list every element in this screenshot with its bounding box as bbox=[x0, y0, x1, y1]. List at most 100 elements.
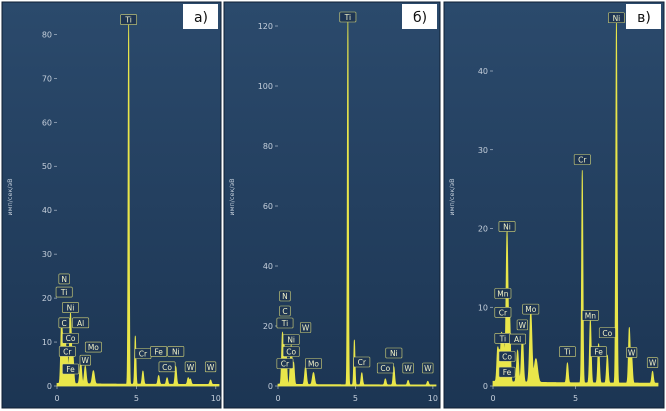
svg-text:Co: Co bbox=[380, 364, 390, 373]
svg-text:W: W bbox=[628, 348, 636, 357]
svg-text:Ti: Ti bbox=[499, 334, 506, 343]
panel-background bbox=[444, 2, 664, 408]
svg-text:Ni: Ni bbox=[503, 222, 511, 231]
svg-text:Ni: Ni bbox=[67, 303, 75, 312]
element-label-ni: Ni bbox=[62, 302, 78, 312]
svg-text:Co: Co bbox=[602, 329, 612, 338]
y-tick-label: 10 bbox=[42, 338, 52, 347]
element-label-ti: Ti bbox=[340, 12, 356, 22]
svg-text:Mo: Mo bbox=[88, 343, 99, 352]
y-tick-label: 30 bbox=[478, 146, 488, 155]
element-label-fe: Fe bbox=[499, 367, 515, 377]
y-tick-label: 40 bbox=[263, 262, 273, 271]
x-tick-label: 10 bbox=[428, 394, 438, 403]
element-label-al: Al bbox=[73, 318, 89, 328]
x-tick-label: 5 bbox=[573, 394, 578, 403]
svg-text:Fe: Fe bbox=[66, 365, 75, 374]
svg-text:Ti: Ti bbox=[344, 13, 351, 22]
element-label-mn: Mn bbox=[495, 288, 511, 298]
svg-text:Cr: Cr bbox=[281, 360, 290, 369]
y-tick-label: 0 bbox=[47, 382, 52, 391]
svg-text:Mo: Mo bbox=[308, 360, 319, 369]
svg-text:а): а) bbox=[194, 10, 208, 26]
panel-label: в) bbox=[626, 4, 661, 29]
element-label-ni: Ni bbox=[386, 348, 402, 358]
element-label-ni: Ni bbox=[168, 346, 184, 356]
y-tick-label: 60 bbox=[263, 202, 273, 211]
svg-text:Cr: Cr bbox=[139, 350, 148, 359]
element-label-fe: Fe bbox=[62, 364, 78, 374]
svg-text:Cr: Cr bbox=[578, 156, 587, 165]
element-label-mo: Mo bbox=[523, 304, 539, 314]
element-label-cr: Cr bbox=[574, 155, 590, 165]
element-label-ti: Ti bbox=[559, 347, 575, 357]
svg-text:Mn: Mn bbox=[585, 311, 596, 320]
element-label-cr: Cr bbox=[59, 346, 75, 356]
svg-text:Ni: Ni bbox=[613, 14, 621, 23]
element-label-w: W bbox=[205, 362, 216, 372]
svg-text:Ti: Ti bbox=[124, 16, 131, 25]
element-label-co: Co bbox=[62, 333, 78, 343]
element-label-cr: Cr bbox=[354, 357, 370, 367]
element-label-ti: Ti bbox=[277, 318, 293, 328]
svg-text:Al: Al bbox=[514, 335, 521, 344]
element-label-ti: Ti bbox=[121, 15, 137, 25]
element-label-w: W bbox=[626, 347, 637, 357]
svg-text:Ti: Ti bbox=[281, 319, 288, 328]
x-tick-label: 0 bbox=[490, 394, 495, 403]
panel-label: а) bbox=[183, 4, 218, 29]
element-label-ti: Ti bbox=[495, 333, 511, 343]
x-tick-label: 10 bbox=[211, 394, 221, 403]
element-label-w: W bbox=[80, 355, 91, 365]
svg-text:W: W bbox=[207, 363, 215, 372]
svg-text:Co: Co bbox=[66, 334, 76, 343]
y-tick-label: 0 bbox=[483, 382, 488, 391]
panel-background bbox=[224, 2, 440, 408]
svg-text:C: C bbox=[282, 307, 287, 316]
panel-label: б) bbox=[402, 4, 437, 29]
svg-text:Ti: Ti bbox=[60, 288, 67, 297]
svg-text:б): б) bbox=[413, 10, 427, 26]
y-tick-label: 40 bbox=[478, 67, 488, 76]
svg-text:в): в) bbox=[637, 10, 651, 26]
element-label-n: N bbox=[59, 274, 70, 284]
svg-text:Fe: Fe bbox=[154, 347, 163, 356]
element-label-mo: Mo bbox=[85, 342, 101, 352]
x-tick-label: 5 bbox=[134, 394, 139, 403]
y-axis-label: имп/сек/эВ bbox=[228, 178, 236, 215]
element-label-cr: Cr bbox=[135, 349, 151, 359]
svg-text:Fe: Fe bbox=[594, 348, 603, 357]
svg-text:Ti: Ti bbox=[563, 348, 570, 357]
element-label-cr: Cr bbox=[495, 307, 511, 317]
svg-text:W: W bbox=[519, 321, 527, 330]
y-axis-label: имп/сек/эВ bbox=[448, 178, 456, 215]
y-tick-label: 20 bbox=[478, 225, 488, 234]
element-label-co: Co bbox=[599, 328, 615, 338]
svg-text:Ni: Ni bbox=[287, 336, 295, 345]
element-label-w: W bbox=[422, 363, 433, 373]
element-label-al: Al bbox=[509, 334, 525, 344]
x-tick-label: 0 bbox=[54, 394, 59, 403]
y-tick-label: 40 bbox=[42, 206, 52, 215]
y-tick-label: 10 bbox=[478, 303, 488, 312]
svg-text:Mo: Mo bbox=[525, 305, 536, 314]
y-tick-label: 60 bbox=[42, 118, 52, 127]
element-label-c: C bbox=[59, 318, 70, 328]
y-tick-label: 80 bbox=[263, 142, 273, 151]
svg-text:W: W bbox=[404, 364, 412, 373]
element-label-ni: Ni bbox=[283, 335, 299, 345]
element-label-fe: Fe bbox=[151, 346, 167, 356]
svg-text:Co: Co bbox=[162, 363, 172, 372]
element-label-mn: Mn bbox=[582, 310, 598, 320]
y-tick-label: 0 bbox=[268, 382, 273, 391]
element-label-w: W bbox=[517, 320, 528, 330]
y-tick-label: 20 bbox=[42, 294, 52, 303]
element-label-c: C bbox=[280, 306, 291, 316]
svg-text:W: W bbox=[649, 359, 657, 368]
element-label-w: W bbox=[300, 323, 311, 333]
element-label-cr: Cr bbox=[277, 359, 293, 369]
element-label-w: W bbox=[185, 362, 196, 372]
y-tick-label: 20 bbox=[263, 322, 273, 331]
